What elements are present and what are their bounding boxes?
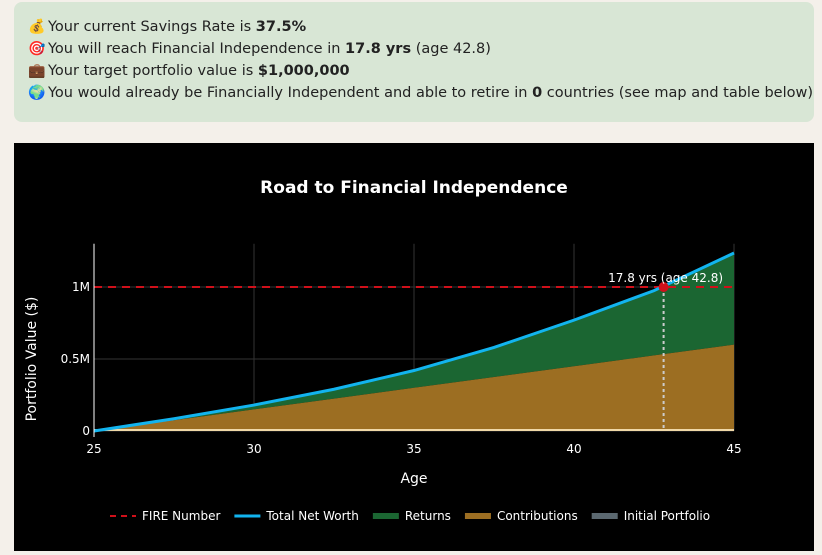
y-tick-label: 0 bbox=[82, 424, 90, 438]
globe-icon: 🌍 bbox=[28, 85, 46, 101]
fi-years-value: 17.8 yrs bbox=[345, 41, 412, 57]
returns-area bbox=[94, 253, 734, 431]
briefcase-icon: 💼 bbox=[28, 63, 46, 79]
fi-annotation-label: 17.8 yrs (age 42.8) bbox=[608, 271, 723, 285]
legend-swatch[interactable] bbox=[591, 513, 618, 519]
chart-title: Road to Financial Independence bbox=[260, 178, 568, 198]
y-tick-label: 1M bbox=[72, 280, 90, 294]
x-tick-label: 35 bbox=[406, 442, 421, 456]
legend-item-label[interactable]: Total Net Worth bbox=[265, 509, 358, 523]
fi-point-marker[interactable] bbox=[658, 282, 669, 292]
fi-time-line: 🎯 You will reach Financial Independence i… bbox=[28, 38, 814, 60]
y-axis-title: Portfolio Value ($) bbox=[24, 297, 40, 422]
legend-swatch[interactable] bbox=[372, 513, 399, 519]
legend-item-label[interactable]: Contributions bbox=[497, 509, 578, 523]
legend-swatch[interactable] bbox=[464, 513, 491, 519]
x-tick-label: 25 bbox=[86, 442, 101, 456]
legend-item-label[interactable]: Initial Portfolio bbox=[624, 509, 710, 523]
target-portfolio-line: 💼 Your target portfolio value is $1,000,0… bbox=[28, 60, 814, 82]
fi-chart[interactable]: Road to Financial Independence 25 30 35 40 45… bbox=[14, 143, 814, 551]
countries-count: 0 bbox=[532, 85, 543, 101]
countries-line: 🌍 You would already be Financially Indepe… bbox=[28, 82, 814, 104]
x-tick-label: 40 bbox=[566, 442, 581, 456]
chart-canvas[interactable]: Road to Financial Independence 25 30 35 40 45… bbox=[14, 143, 814, 551]
x-tick-label: 45 bbox=[726, 442, 741, 456]
x-axis-title: Age bbox=[400, 471, 427, 487]
target-icon: 🎯 bbox=[28, 41, 46, 57]
y-tick-label: 0.5M bbox=[61, 352, 90, 366]
target-portfolio-value: $1,000,000 bbox=[257, 63, 350, 79]
legend-item-label[interactable]: Returns bbox=[405, 509, 451, 523]
money-bag-icon: 💰 bbox=[28, 19, 46, 35]
fi-summary-panel: 💰 Your current Savings Rate is 37.5% 🎯 You… bbox=[14, 2, 814, 122]
x-tick-label: 30 bbox=[246, 442, 261, 456]
net-worth-line bbox=[93, 251, 735, 433]
legend-item-label[interactable]: FIRE Number bbox=[142, 509, 220, 523]
savings-rate-line: 💰 Your current Savings Rate is 37.5% bbox=[28, 16, 814, 38]
savings-rate-value: 37.5% bbox=[255, 19, 307, 35]
